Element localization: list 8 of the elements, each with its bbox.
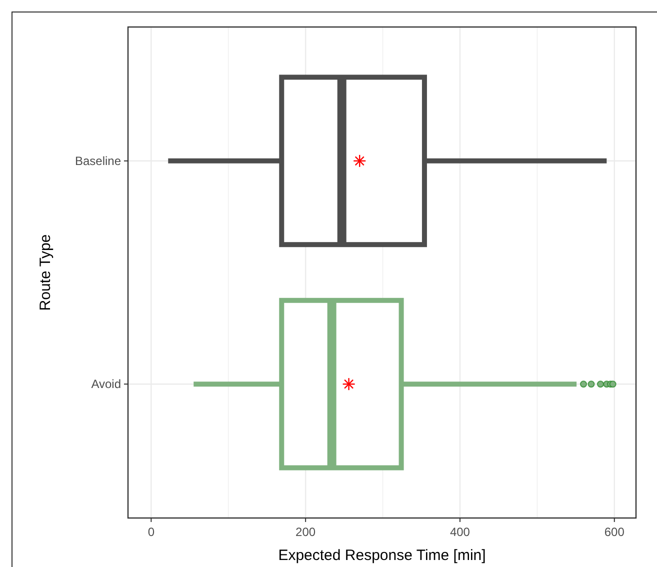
x-axis-title: Expected Response Time [min] — [278, 547, 486, 564]
x-tick-label: 0 — [148, 525, 155, 539]
x-tick-label: 600 — [604, 525, 625, 539]
x-tick-label: 400 — [450, 525, 470, 539]
x-tick-label: 200 — [296, 525, 316, 539]
y-tick-label: Avoid — [91, 377, 121, 392]
y-tick-label: Baseline — [74, 154, 122, 168]
y-axis-title: Route Type — [37, 234, 54, 311]
